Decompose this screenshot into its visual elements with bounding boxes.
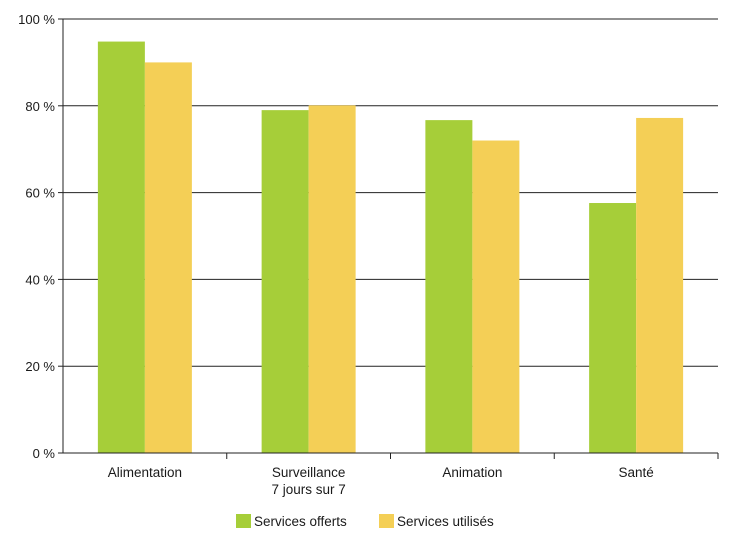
x-category-label-line: Santé [618,465,653,480]
bar-utilises-0 [144,62,192,454]
y-tick-label: 80 % [25,99,55,114]
legend-label-1: Services utilisés [397,514,494,529]
x-category-label: Santé [618,465,653,480]
bar-offerts-3 [589,203,637,453]
x-category-label-line: Alimentation [108,465,182,480]
bar-utilises-3 [636,117,684,454]
x-category-label-line: Animation [442,465,502,480]
y-tick-label: 100 % [18,12,55,27]
y-tick-label: 40 % [25,272,55,287]
bar-offerts-1 [261,110,309,453]
bar-offerts-2 [425,120,473,453]
legend-swatch-1 [379,514,394,528]
legend: Services offerts Services utilisés [236,514,494,529]
y-tick-label: 20 % [25,359,55,374]
x-category-label-line: 7 jours sur 7 [271,482,345,497]
legend-label-0: Services offerts [254,514,347,529]
bar-offerts-0 [97,41,145,454]
axes [58,18,719,459]
x-category-label: Animation [442,465,502,480]
x-category-label: Surveillance 7 jours sur 7 [271,465,345,497]
legend-swatch-0 [236,514,251,528]
y-tick-label: 60 % [25,186,55,201]
bars [97,41,684,454]
y-tick-label: 0 % [33,446,56,461]
bar-utilises-2 [472,140,520,453]
x-category-label-line: Surveillance [272,465,346,480]
bar-utilises-1 [308,105,356,453]
x-category-label: Alimentation [108,465,182,480]
axis-labels: 0 % 20 % 40 % 60 % 80 % 100 % Alimentation Surv… [18,12,654,497]
